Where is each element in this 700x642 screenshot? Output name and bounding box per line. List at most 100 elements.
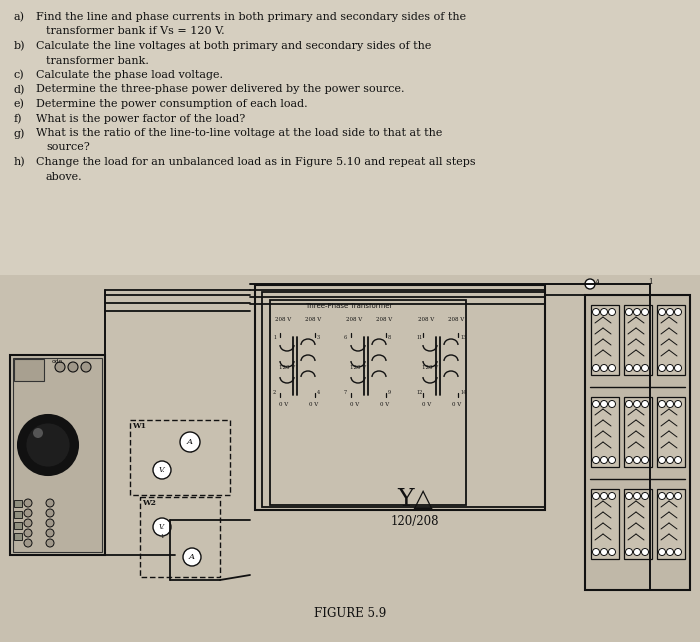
Circle shape (634, 365, 640, 372)
Circle shape (659, 365, 666, 372)
Circle shape (641, 492, 648, 499)
Circle shape (634, 309, 640, 315)
Text: g): g) (14, 128, 25, 139)
Text: FIGURE 5.9: FIGURE 5.9 (314, 607, 386, 620)
Text: What is the ratio of the line-to-line voltage at the load side to that at the: What is the ratio of the line-to-line vo… (36, 128, 442, 138)
Text: 0 V: 0 V (452, 402, 461, 407)
Bar (13, 358, 102, 552)
Circle shape (46, 509, 54, 517)
Circle shape (666, 548, 673, 555)
Circle shape (626, 401, 633, 408)
Text: Determine the three-phase power delivered by the power source.: Determine the three-phase power delivere… (36, 85, 405, 94)
Text: 0 V: 0 V (380, 402, 389, 407)
Text: e): e) (14, 99, 25, 109)
Bar (591, 489, 619, 559)
Circle shape (46, 539, 54, 547)
Circle shape (626, 365, 633, 372)
Circle shape (592, 365, 599, 372)
Circle shape (634, 401, 640, 408)
Circle shape (626, 492, 633, 499)
Circle shape (666, 456, 673, 464)
Text: 208 V: 208 V (448, 317, 464, 322)
Text: source?: source? (46, 143, 90, 153)
Text: c): c) (14, 70, 24, 80)
Circle shape (24, 499, 32, 507)
Circle shape (601, 456, 608, 464)
Bar (10, 355, 105, 555)
Circle shape (46, 499, 54, 507)
Text: 120 V: 120 V (350, 365, 366, 370)
Circle shape (153, 518, 171, 536)
Text: 8: 8 (388, 335, 391, 340)
Circle shape (666, 365, 673, 372)
Text: 1: 1 (160, 535, 164, 539)
Circle shape (26, 423, 70, 467)
Text: 13: 13 (460, 335, 466, 340)
Text: transformer bank.: transformer bank. (46, 55, 149, 65)
Text: Three-Phase Transformer: Three-Phase Transformer (305, 303, 393, 309)
Circle shape (675, 456, 682, 464)
Circle shape (675, 401, 682, 408)
Circle shape (24, 529, 32, 537)
Bar (0, 0, 700, 275)
Text: above.: above. (46, 171, 83, 182)
Circle shape (641, 548, 648, 555)
Circle shape (153, 461, 171, 479)
Text: 120 V: 120 V (422, 365, 438, 370)
Circle shape (180, 432, 200, 452)
Text: Find the line and phase currents in both primary and secondary sides of the: Find the line and phase currents in both… (36, 12, 466, 22)
Circle shape (641, 365, 648, 372)
Circle shape (585, 279, 595, 289)
Text: W2: W2 (142, 499, 156, 507)
Bar (14, 533, 22, 540)
Circle shape (641, 456, 648, 464)
Text: A: A (595, 278, 600, 286)
Text: A: A (189, 553, 195, 561)
Text: Y△: Y△ (397, 488, 433, 511)
Circle shape (24, 509, 32, 517)
Circle shape (675, 309, 682, 315)
Circle shape (24, 519, 32, 527)
Text: 7: 7 (344, 390, 347, 395)
Text: 4: 4 (317, 390, 320, 395)
Bar (657, 305, 685, 375)
Bar (657, 489, 685, 559)
Text: 120 V: 120 V (279, 365, 295, 370)
Bar (591, 305, 619, 375)
Circle shape (659, 309, 666, 315)
Text: d): d) (14, 85, 25, 95)
Text: A: A (187, 438, 193, 446)
Bar (14, 500, 22, 507)
Circle shape (601, 492, 608, 499)
Circle shape (659, 401, 666, 408)
Text: Determine the power consumption of each load.: Determine the power consumption of each … (36, 99, 307, 109)
Bar (591, 397, 619, 467)
Text: a): a) (14, 12, 25, 22)
Circle shape (641, 401, 648, 408)
Circle shape (592, 548, 599, 555)
Bar (624, 305, 652, 375)
Bar (624, 489, 652, 559)
Circle shape (634, 456, 640, 464)
Bar (14, 522, 22, 529)
Circle shape (18, 415, 78, 475)
Text: b): b) (14, 41, 25, 51)
Text: 208 V: 208 V (418, 317, 434, 322)
Text: 0 V: 0 V (350, 402, 359, 407)
Text: f): f) (14, 114, 22, 124)
Text: 12: 12 (416, 390, 422, 395)
Circle shape (601, 309, 608, 315)
Text: 14: 14 (460, 390, 466, 395)
Circle shape (592, 309, 599, 315)
Circle shape (592, 492, 599, 499)
Text: 2: 2 (273, 390, 276, 395)
Text: Change the load for an unbalanced load as in Figure 5.10 and repeat all steps: Change the load for an unbalanced load a… (36, 157, 475, 167)
Text: 208 V: 208 V (346, 317, 363, 322)
Circle shape (24, 539, 32, 547)
Bar (657, 397, 685, 467)
Bar (130, 420, 230, 495)
Circle shape (641, 309, 648, 315)
Text: W1: W1 (132, 422, 146, 430)
Circle shape (666, 492, 673, 499)
Text: V.: V. (159, 466, 165, 474)
